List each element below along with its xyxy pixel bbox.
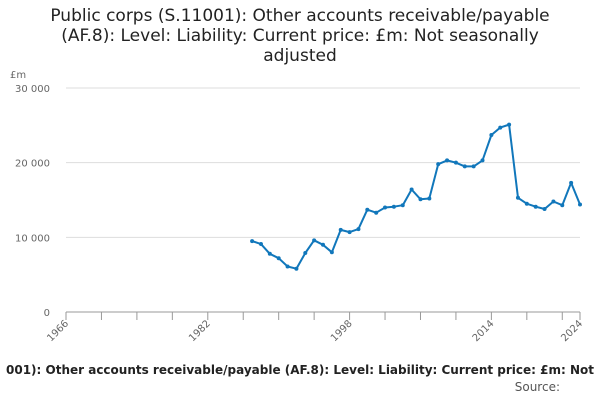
data-point (250, 239, 255, 244)
data-point (285, 264, 290, 269)
y-tick-label: 10 000 (15, 233, 50, 244)
grid-lines (66, 87, 580, 313)
data-point (569, 180, 574, 185)
data-point (347, 230, 352, 235)
data-point (383, 205, 388, 210)
data-point (356, 227, 361, 232)
x-tick-label: 2014 (471, 318, 497, 344)
data-point (400, 203, 405, 208)
data-point (542, 206, 547, 211)
x-tick-label: 1982 (187, 318, 213, 344)
series-line (251, 123, 581, 270)
y-tick-label: 30 000 (15, 84, 50, 95)
x-tick-label: 2024 (559, 318, 585, 344)
chart-title-line-1: Public corps (S.11001): Other accounts r… (50, 6, 550, 26)
data-point (267, 251, 272, 256)
x-tick-label: 1966 (45, 318, 71, 344)
data-point (471, 164, 476, 169)
data-point (436, 162, 441, 167)
legend-series-label: 001): Other accounts receivable/payable … (6, 363, 594, 377)
data-series (250, 122, 582, 271)
data-point (374, 210, 379, 215)
data-point (524, 201, 529, 206)
data-point (329, 250, 334, 255)
data-point (507, 122, 512, 127)
data-point (462, 164, 467, 169)
data-point (258, 242, 263, 247)
data-point (445, 158, 450, 163)
y-tick-label: 20 000 (15, 159, 50, 170)
x-tick-label: 1998 (329, 318, 355, 344)
data-point (427, 196, 432, 201)
data-point (294, 266, 299, 271)
y-tick-label: 0 (44, 308, 50, 319)
data-point (312, 238, 317, 243)
data-point (418, 197, 423, 202)
data-point (391, 204, 396, 209)
data-point (338, 227, 343, 232)
x-axis: 1966 1982 1998 2014 2024 (45, 311, 585, 344)
source-label: Source: (514, 380, 560, 394)
data-point (489, 133, 494, 138)
data-point (453, 160, 458, 165)
data-point (321, 242, 325, 247)
data-point (409, 187, 414, 192)
data-point (560, 203, 565, 208)
chart-title-line-3: adjusted (263, 46, 337, 66)
data-point (578, 202, 582, 207)
data-point (365, 207, 370, 212)
y-axis: 0 10 000 20 000 30 000 (15, 84, 50, 319)
y-axis-unit-label: £m (10, 70, 26, 81)
chart-title: Public corps (S.11001): Other accounts r… (0, 6, 600, 66)
chart-title-line-2: (AF.8): Level: Liability: Current price:… (61, 26, 539, 46)
data-point (515, 195, 520, 200)
data-point (276, 256, 281, 261)
data-point (551, 199, 556, 204)
data-point (480, 158, 485, 163)
data-point (533, 204, 538, 209)
data-point (498, 125, 503, 130)
data-point (303, 251, 308, 256)
